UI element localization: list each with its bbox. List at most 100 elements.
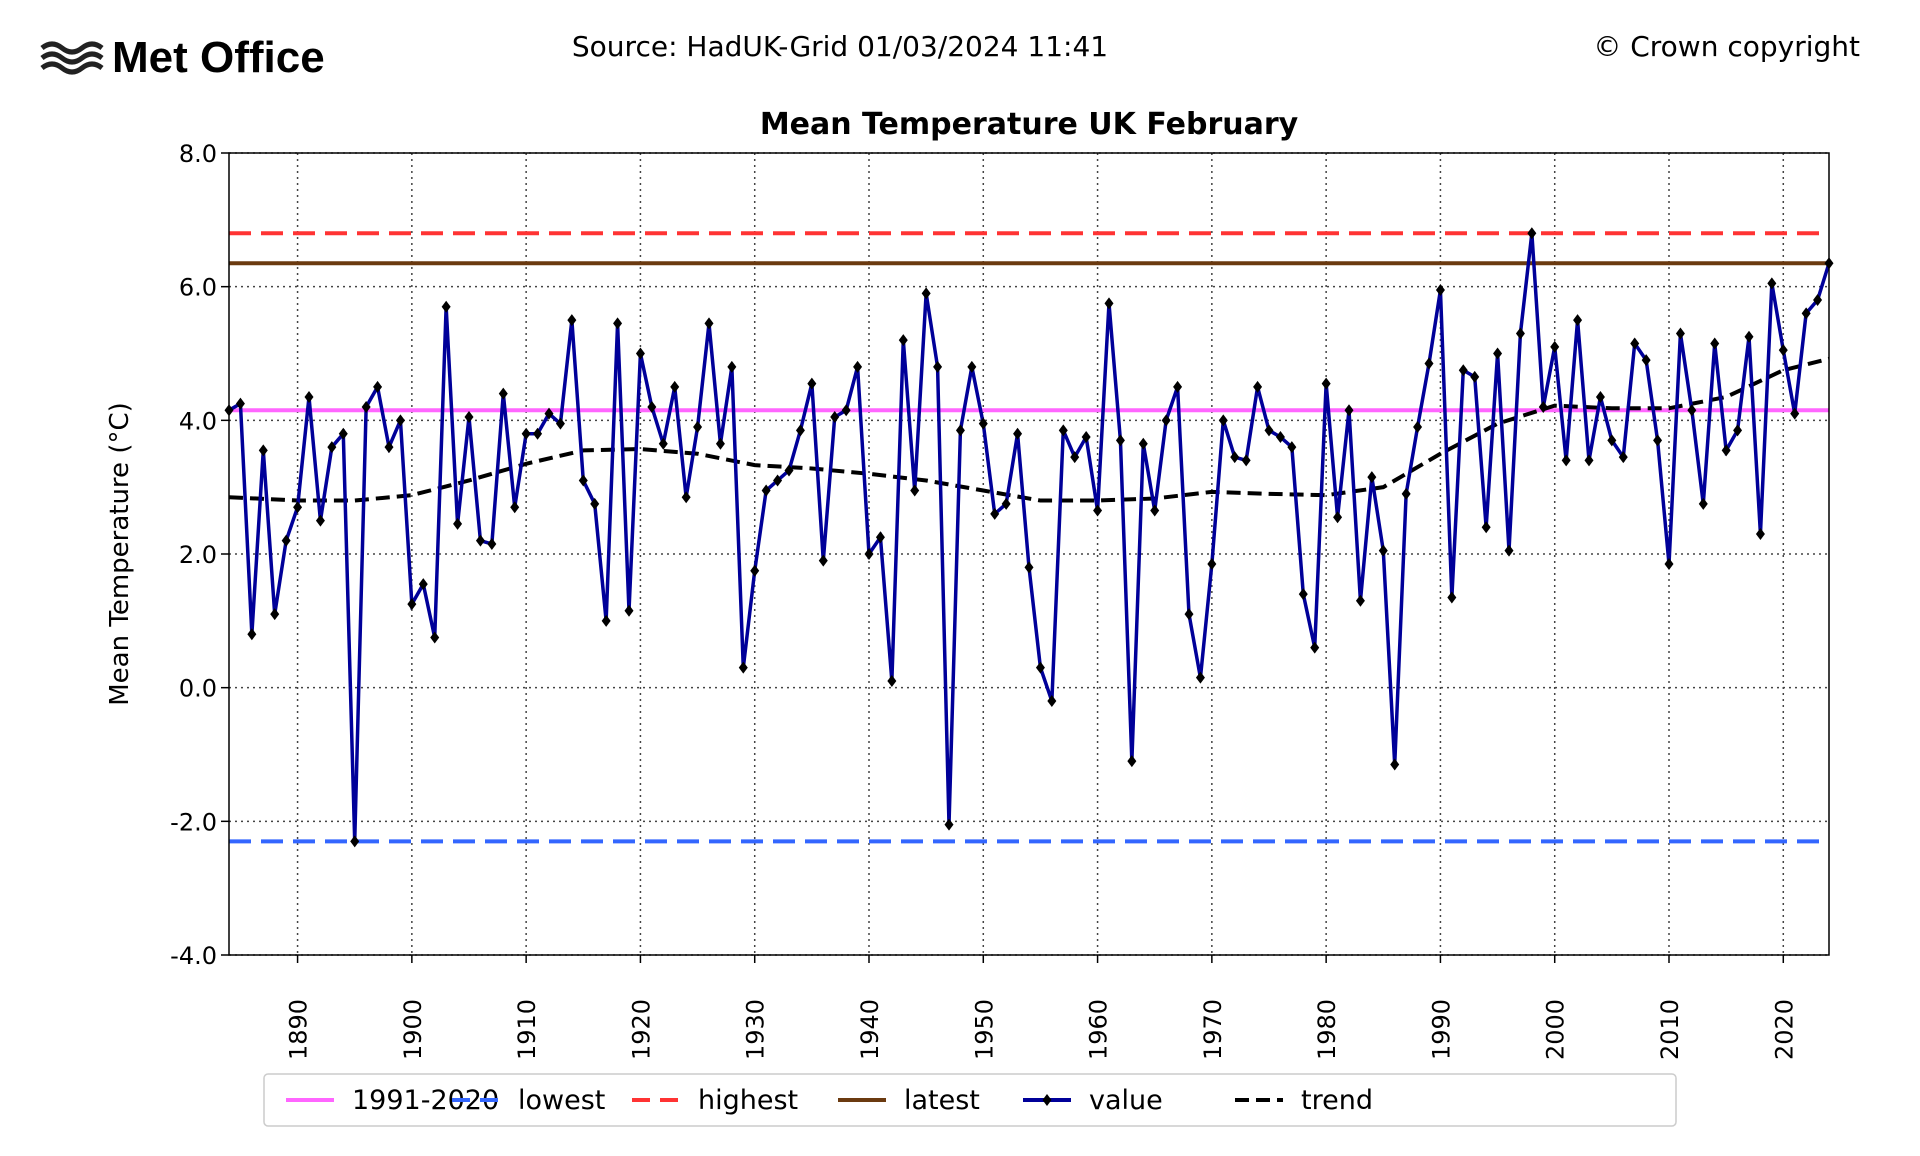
value-point — [407, 598, 417, 611]
value-point — [910, 484, 920, 497]
waves-icon — [40, 41, 104, 75]
value-point — [315, 514, 325, 527]
value-point — [533, 427, 543, 440]
series — [224, 227, 1834, 848]
value-point — [1207, 558, 1217, 571]
value-point — [1641, 354, 1651, 367]
value-point — [1344, 404, 1354, 417]
x-tick-label: 2020 — [1770, 999, 1798, 1060]
value-point — [373, 380, 383, 393]
value-point — [1161, 414, 1171, 427]
value-point — [1035, 661, 1045, 674]
value-line — [228, 233, 1831, 842]
value-point — [795, 424, 805, 437]
legend-label: 1991-2020 — [352, 1085, 499, 1116]
y-ticks: 8.0 6.0 4.0 2.0 0.0 -2.0 -4.0 — [170, 140, 229, 970]
value-point — [258, 444, 268, 457]
x-ticks: 1890 1900 1910 1920 1930 1940 1950 1960 1970 1980… — [285, 955, 1798, 1060]
value-point — [338, 427, 348, 440]
value-point — [1573, 314, 1583, 327]
value-point — [635, 347, 645, 360]
value-point — [475, 534, 485, 547]
chart-title: Mean Temperature UK February — [760, 107, 1299, 142]
value-point — [1687, 404, 1697, 417]
x-tick-label: 1890 — [285, 999, 313, 1060]
value-point — [1298, 588, 1308, 601]
value-point — [1093, 504, 1103, 517]
x-tick-label: 1930 — [742, 999, 770, 1060]
value-point — [1653, 434, 1663, 447]
value-point — [1058, 424, 1068, 437]
legend-label: latest — [904, 1085, 980, 1116]
x-tick-label: 1970 — [1199, 999, 1227, 1060]
y-axis-label: Mean Temperature (°C) — [105, 402, 135, 706]
value-point — [555, 417, 565, 430]
value-point — [418, 578, 428, 591]
value-point — [1104, 297, 1114, 310]
copyright-text: © Crown copyright — [1593, 30, 1860, 63]
value-point — [1127, 755, 1137, 768]
value-point — [487, 537, 497, 550]
value-point — [1630, 337, 1640, 350]
trend-line — [228, 356, 1830, 503]
value-point — [1481, 521, 1491, 534]
value-point — [1744, 330, 1754, 343]
value-point — [1755, 527, 1765, 540]
value-point — [750, 564, 760, 577]
legend-label: lowest — [518, 1085, 605, 1116]
value-point — [1618, 451, 1628, 464]
x-tick-label: 1980 — [1313, 999, 1341, 1060]
value-point — [1721, 444, 1731, 457]
value-point — [1321, 377, 1331, 390]
value-point — [944, 818, 954, 831]
x-tick-label: 1920 — [627, 999, 655, 1060]
value-point — [430, 631, 440, 644]
y-tick-label: 4.0 — [179, 407, 217, 435]
value-point — [498, 387, 508, 400]
value-point — [384, 441, 394, 454]
value-point — [887, 674, 897, 687]
y-tick-label: 8.0 — [179, 140, 217, 168]
value-point — [784, 464, 794, 477]
value-point — [818, 554, 828, 567]
legend-box — [263, 1073, 1677, 1127]
value-point — [1435, 284, 1445, 297]
value-point — [1081, 431, 1091, 444]
value-point — [1047, 695, 1057, 708]
y-tick-label: -2.0 — [170, 808, 217, 836]
value-point — [875, 531, 885, 544]
value-point — [1447, 591, 1457, 604]
value-point — [1310, 641, 1320, 654]
value-point — [1595, 390, 1605, 403]
y-tick-label: 2.0 — [179, 541, 217, 569]
value-point — [544, 407, 554, 420]
value-point — [1493, 347, 1503, 360]
value-point — [921, 287, 931, 300]
value-point — [327, 441, 337, 454]
value-point — [1333, 511, 1343, 524]
value-point — [955, 424, 965, 437]
value-point — [773, 474, 783, 487]
value-point — [1241, 454, 1251, 467]
x-tick-label: 2000 — [1542, 999, 1570, 1060]
value-point — [1767, 277, 1777, 290]
value-point — [658, 437, 668, 450]
value-point — [1538, 400, 1548, 413]
value-point — [235, 397, 245, 410]
legend: 1991-2020 lowest highest latest value trend — [263, 1073, 1677, 1127]
y-tick-label: 6.0 — [179, 274, 217, 302]
value-point — [293, 501, 303, 514]
value-point — [978, 417, 988, 430]
value-point — [1424, 357, 1434, 370]
legend-marker — [1042, 1094, 1052, 1106]
reference-lines — [229, 231, 1829, 844]
x-tick-label: 1900 — [399, 999, 427, 1060]
legend-label: highest — [698, 1085, 798, 1116]
x-tick-label: 1940 — [856, 999, 884, 1060]
value-point — [853, 360, 863, 373]
value-point — [647, 400, 657, 413]
y-tick-label: -4.0 — [170, 942, 217, 970]
value-point — [761, 484, 771, 497]
value-point — [1275, 431, 1285, 444]
